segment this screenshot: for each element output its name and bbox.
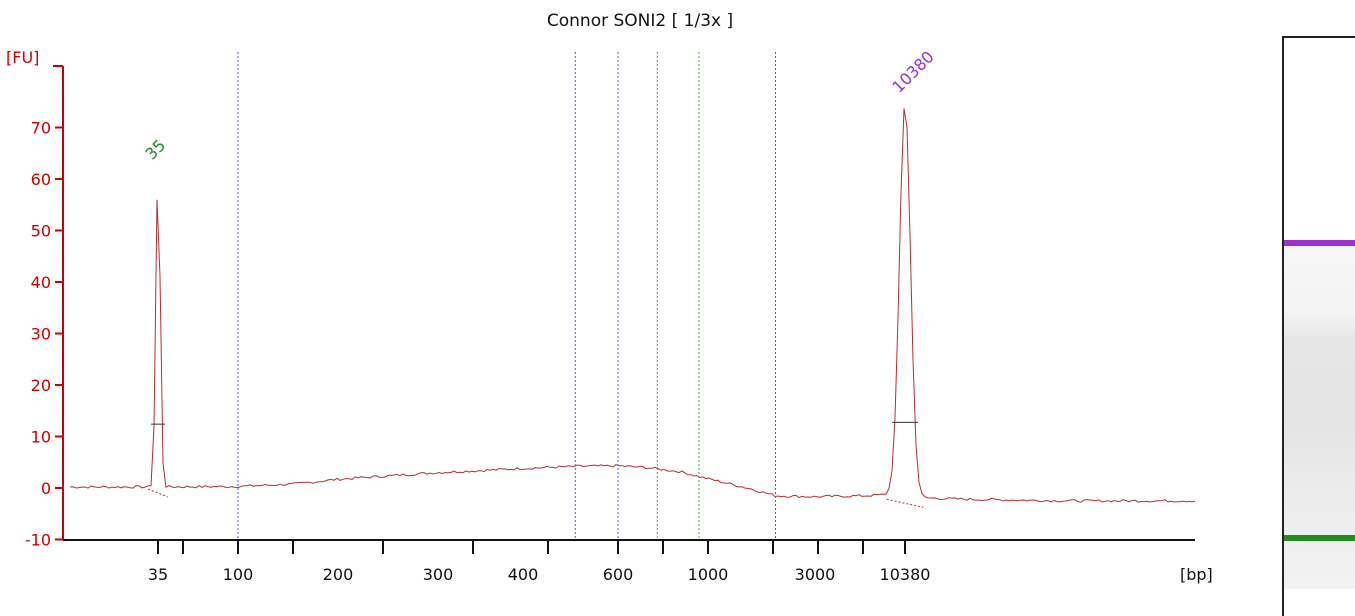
region-markers <box>237 52 777 540</box>
x-tick-label: 300 <box>423 565 454 584</box>
trace <box>69 108 1196 503</box>
x-tick-label: 1000 <box>688 565 729 584</box>
gel-image <box>1282 36 1355 616</box>
x-tick-label: 3000 <box>795 565 836 584</box>
y-tick-label: -10 <box>25 531 51 550</box>
peak-label: 10380 <box>888 47 937 96</box>
x-ticks: 35 100 200 300 400 600 1000 3000 10380 <box>148 540 931 584</box>
y-tick-label: 60 <box>31 170 51 189</box>
peak-baseline <box>148 488 168 498</box>
trace-line <box>69 108 1196 503</box>
y-tick-label: 50 <box>31 222 51 241</box>
peak-baseline <box>886 498 924 508</box>
x-tick-label: 35 <box>148 565 168 584</box>
gel-lane <box>1284 243 1355 589</box>
electropherogram-chart: Connor SONI2 [ 1/3x ] [FU] [bp] -10 0 10 20… <box>6 11 1213 584</box>
y-ticks: -10 0 10 20 30 40 50 60 70 <box>25 119 63 550</box>
peak-label: 35 <box>141 136 169 164</box>
x-tick-label: 10380 <box>880 565 931 584</box>
y-tick-label: 40 <box>31 273 51 292</box>
x-tick-label: 100 <box>223 565 254 584</box>
y-tick-label: 30 <box>31 325 51 344</box>
x-tick-label: 600 <box>603 565 634 584</box>
gel-band-lower-marker <box>1284 535 1355 541</box>
y-tick-label: 0 <box>41 479 51 498</box>
x-axis-label: [bp] <box>1180 565 1213 584</box>
y-tick-label: 10 <box>31 428 51 447</box>
y-axis-label: [FU] <box>6 48 39 67</box>
x-tick-label: 400 <box>508 565 539 584</box>
y-axis <box>53 65 64 540</box>
peaks: 35 10380 <box>141 47 938 508</box>
y-tick-label: 70 <box>31 119 51 138</box>
y-tick-label: 20 <box>31 376 51 395</box>
x-tick-label: 200 <box>323 565 354 584</box>
chart-title: Connor SONI2 [ 1/3x ] <box>547 11 733 31</box>
gel-band-upper-marker <box>1284 240 1355 246</box>
